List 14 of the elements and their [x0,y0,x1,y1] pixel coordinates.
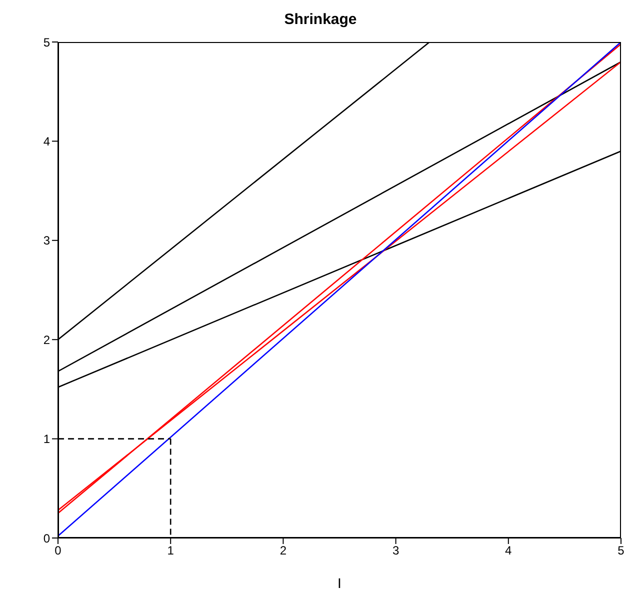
y-tick-label: 2 [43,332,50,347]
y-tick-label: 3 [43,234,50,248]
x-tick-label: 3 [392,544,400,558]
x-axis-title: I [338,575,342,591]
x-tick-label: 4 [505,544,512,558]
y-tick-label: 5 [43,35,50,50]
chart-title: Shrinkage [283,10,358,30]
y-tick-label: 4 [43,134,50,148]
x-tick-label: 2 [280,544,287,558]
y-tick-label: 1 [43,432,50,446]
y-tick-label: 0 [43,531,50,546]
x-tick-label: 5 [618,544,625,558]
x-tick-label: 1 [167,544,174,558]
x-tick-label: 0 [54,544,62,558]
